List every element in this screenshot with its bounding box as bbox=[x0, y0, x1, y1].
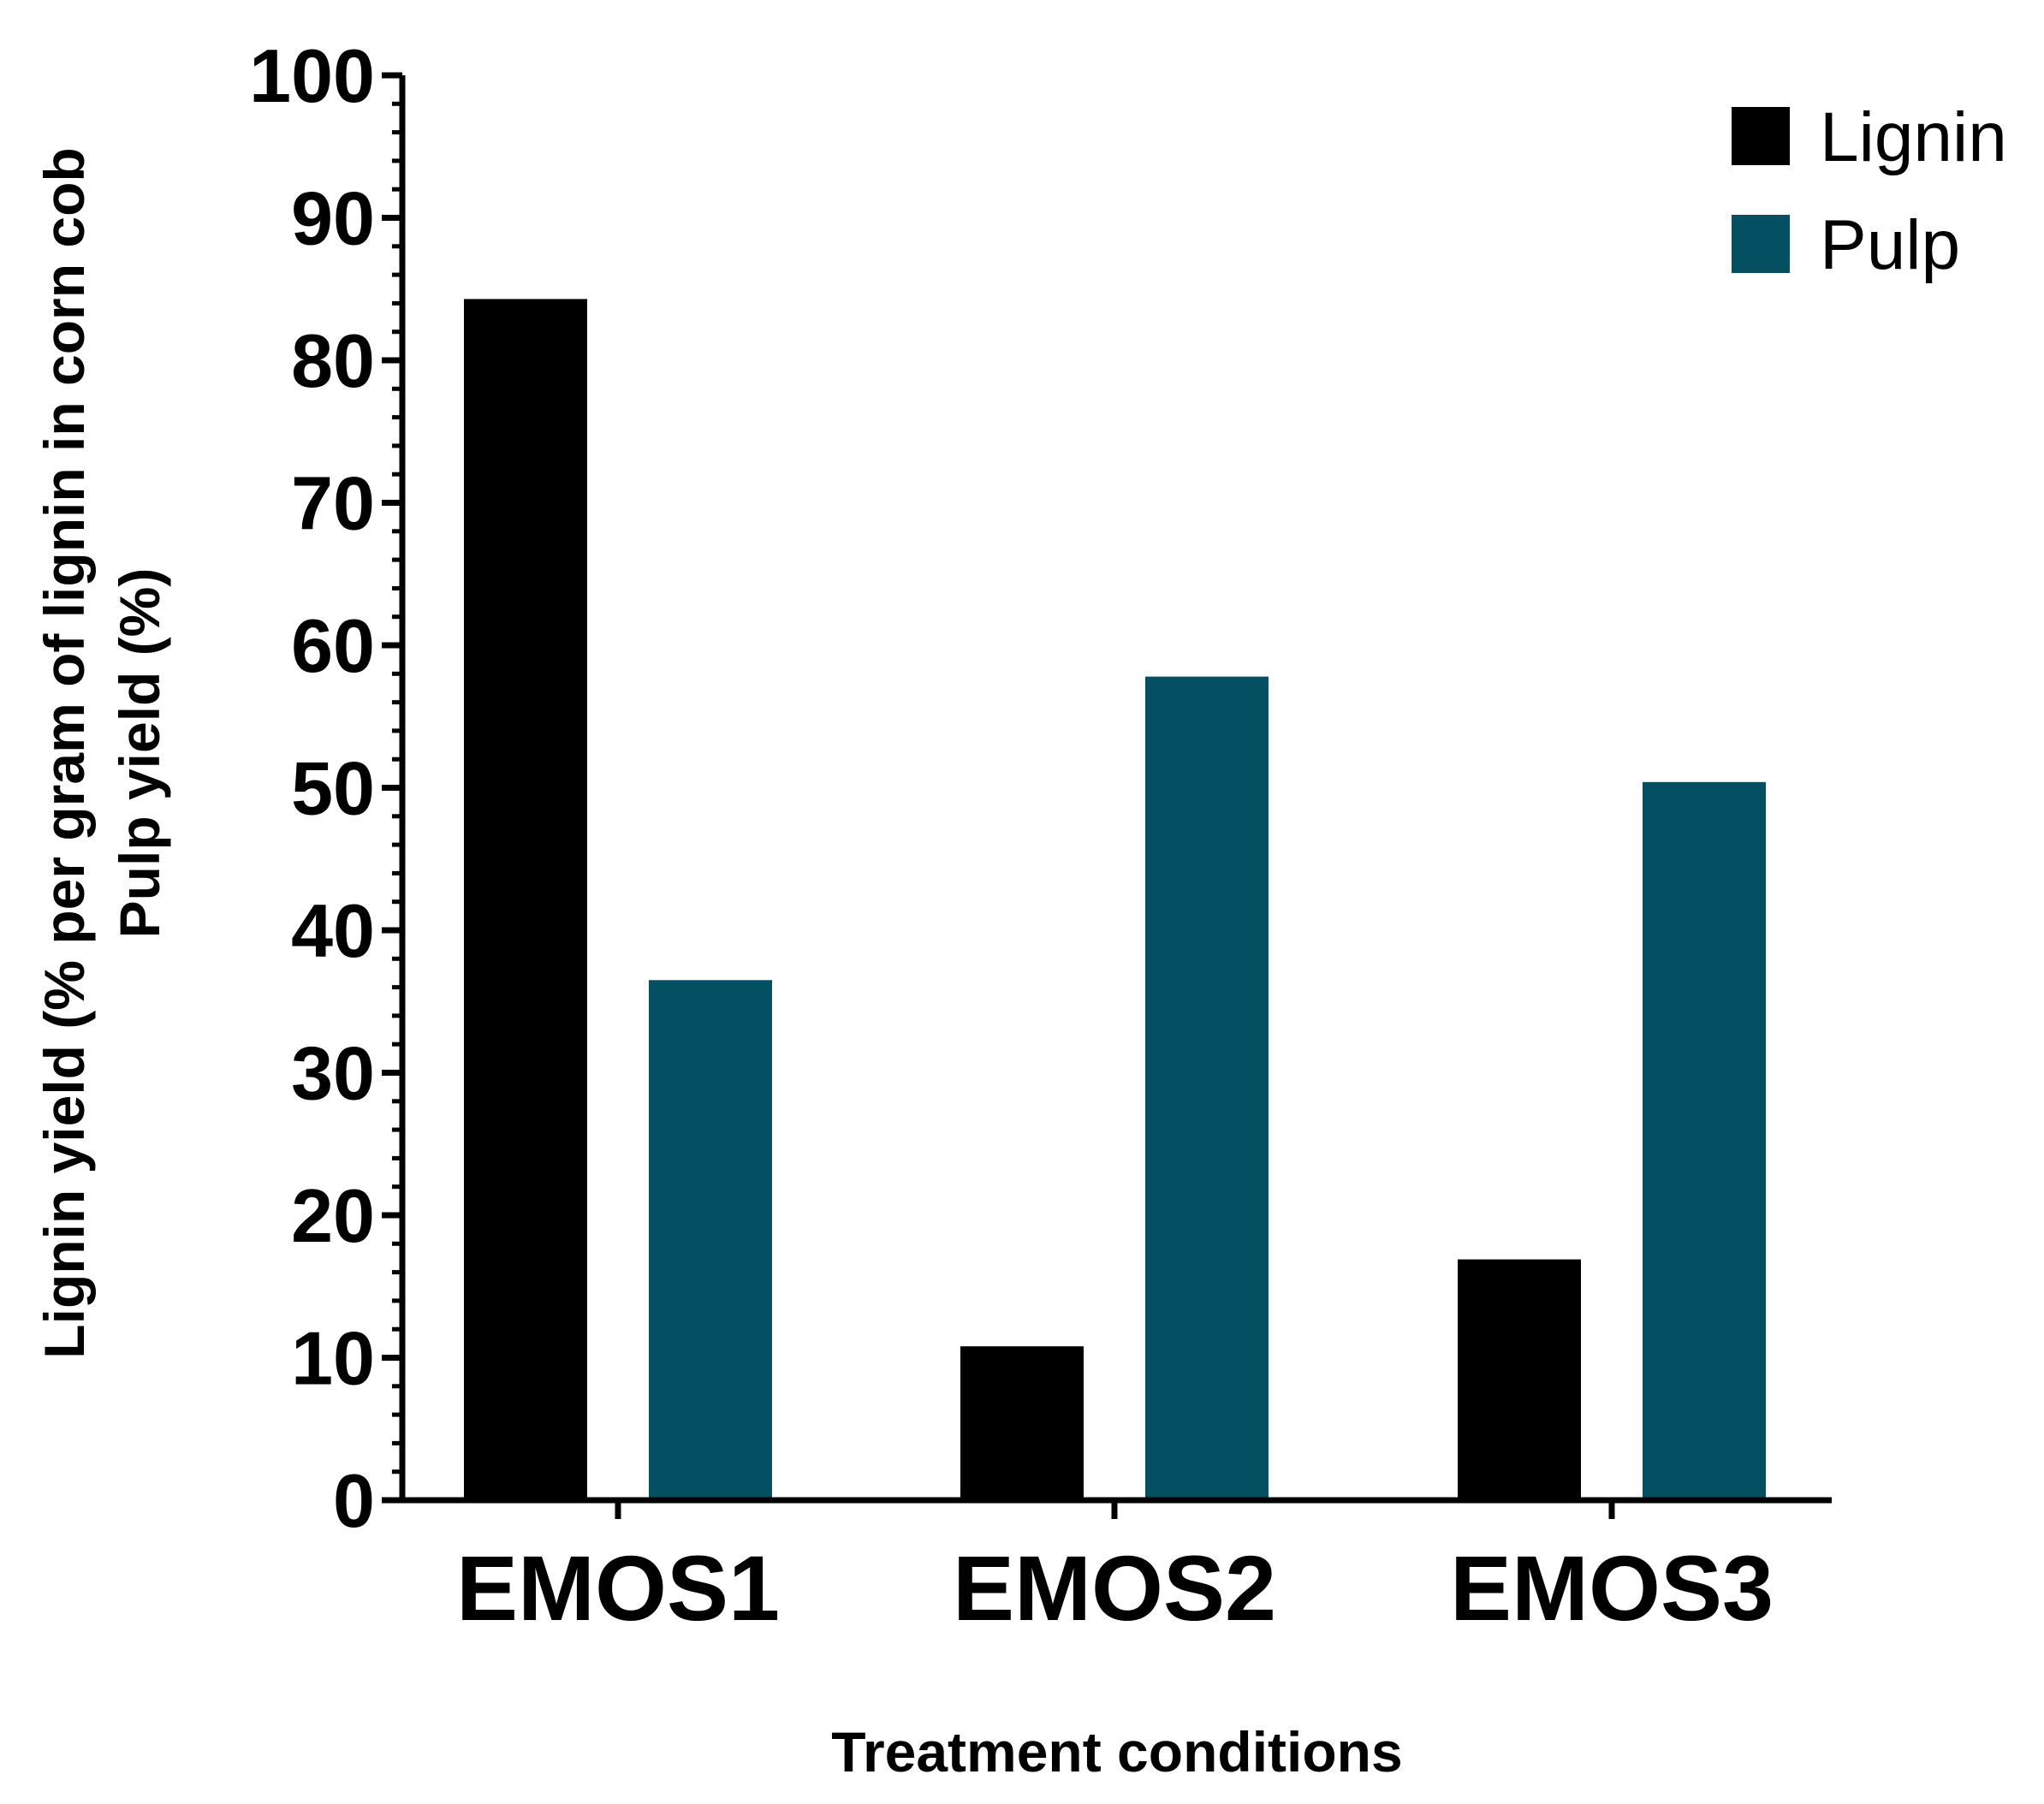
bars bbox=[464, 299, 1766, 1500]
x-tick-label: EMOS2 bbox=[953, 1536, 1276, 1640]
y-tick-label: 40 bbox=[291, 888, 375, 973]
bar-lignin-emos1 bbox=[464, 299, 587, 1500]
y-axis-ticks: 0 10 20 30 40 50 60 70 80 90 100 bbox=[249, 33, 402, 1543]
legend: Lignin Pulp bbox=[1732, 98, 2007, 284]
bar-lignin-emos3 bbox=[1458, 1259, 1581, 1500]
y-axis-title-line-2: Pulp yield (%) bbox=[108, 568, 171, 939]
bar-pulp-emos3 bbox=[1643, 781, 1766, 1500]
legend-swatch-pulp bbox=[1732, 215, 1790, 273]
y-tick-label: 30 bbox=[291, 1031, 375, 1116]
y-tick-label: 0 bbox=[333, 1458, 375, 1543]
legend-label-pulp: Pulp bbox=[1820, 206, 1960, 284]
y-tick-label: 80 bbox=[291, 318, 375, 403]
legend-swatch-lignin bbox=[1732, 107, 1790, 165]
y-tick-label: 60 bbox=[291, 603, 375, 688]
y-axis-title-line-1: Lignin yield (% per gram of lignin in co… bbox=[33, 147, 96, 1358]
legend-label-lignin: Lignin bbox=[1820, 98, 2007, 176]
y-tick-label: 10 bbox=[291, 1316, 375, 1401]
x-axis-ticks: EMOS1 EMOS2 EMOS3 bbox=[456, 1500, 1774, 1640]
y-tick-label: 20 bbox=[291, 1173, 375, 1258]
y-tick-label: 50 bbox=[291, 746, 375, 831]
y-tick-label: 70 bbox=[291, 461, 375, 546]
x-axis-title: Treatment conditions bbox=[831, 1720, 1402, 1783]
bar-pulp-emos1 bbox=[649, 980, 772, 1500]
y-tick-label: 90 bbox=[291, 176, 375, 261]
bar-pulp-emos2 bbox=[1145, 676, 1269, 1500]
x-tick-label: EMOS3 bbox=[1450, 1536, 1774, 1640]
bar-lignin-emos2 bbox=[960, 1346, 1084, 1500]
y-tick-label: 100 bbox=[249, 33, 375, 118]
x-tick-label: EMOS1 bbox=[456, 1536, 780, 1640]
